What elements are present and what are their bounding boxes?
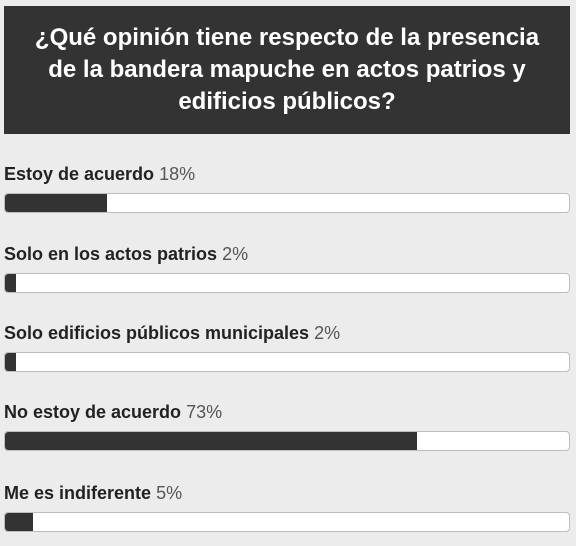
option-label-row: Solo en los actos patrios 2% bbox=[4, 243, 570, 265]
result-bar-track bbox=[4, 193, 570, 213]
option-percent: 2% bbox=[222, 244, 249, 264]
option-percent: 73% bbox=[186, 402, 223, 422]
option-percent: 2% bbox=[314, 323, 341, 343]
option-percent: 5% bbox=[156, 483, 183, 503]
option-name: Me es indiferente bbox=[4, 483, 152, 503]
option-label-row: Estoy de acuerdo 18% bbox=[4, 163, 570, 185]
poll-question: ¿Qué opinión tiene respecto de la presen… bbox=[34, 24, 540, 115]
result-bar-fill bbox=[5, 194, 107, 212]
poll-option-no-estoy-de-acuerdo[interactable]: No estoy de acuerdo 73% bbox=[4, 401, 570, 451]
result-bar-fill bbox=[5, 513, 34, 531]
result-bar-track bbox=[4, 431, 570, 451]
result-bar-fill bbox=[5, 353, 17, 371]
result-bar-fill bbox=[5, 274, 17, 292]
result-bar-fill bbox=[5, 432, 417, 450]
option-name: Solo en los actos patrios bbox=[4, 244, 218, 264]
option-label-row: Solo edificios públicos municipales 2% bbox=[4, 322, 570, 344]
poll-option-me-es-indiferente[interactable]: Me es indiferente 5% bbox=[4, 482, 570, 532]
poll-question-header: ¿Qué opinión tiene respecto de la presen… bbox=[4, 6, 570, 134]
poll-option-estoy-de-acuerdo[interactable]: Estoy de acuerdo 18% bbox=[4, 163, 570, 213]
option-label-row: Me es indiferente 5% bbox=[4, 482, 570, 504]
option-label-row: No estoy de acuerdo 73% bbox=[4, 401, 570, 423]
poll-option-solo-edificios-publicos[interactable]: Solo edificios públicos municipales 2% bbox=[4, 322, 570, 372]
poll-option-solo-actos-patrios[interactable]: Solo en los actos patrios 2% bbox=[4, 243, 570, 293]
option-name: Solo edificios públicos municipales bbox=[4, 323, 310, 343]
result-bar-track bbox=[4, 352, 570, 372]
option-percent: 18% bbox=[159, 164, 196, 184]
result-bar-track bbox=[4, 512, 570, 532]
result-bar-track bbox=[4, 273, 570, 293]
option-name: Estoy de acuerdo bbox=[4, 164, 155, 184]
option-name: No estoy de acuerdo bbox=[4, 402, 182, 422]
